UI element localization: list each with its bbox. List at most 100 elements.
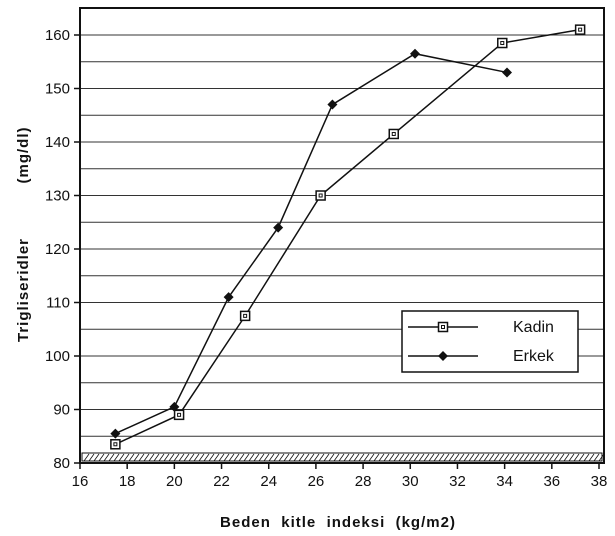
hatch-stroke — [93, 453, 100, 462]
hatch-stroke — [203, 453, 210, 462]
hatch-stroke — [548, 453, 555, 462]
y-axis-title: Trigliseridler — [15, 238, 32, 342]
y-tick-label: 100 — [45, 348, 70, 365]
hatch-stroke — [453, 453, 460, 462]
point-inner-kadin — [500, 41, 505, 46]
hatch-stroke — [508, 453, 515, 462]
point-erkek — [169, 401, 180, 412]
y-tick-label: 160 — [45, 27, 70, 44]
hatch-stroke — [138, 453, 145, 462]
y-ticks: 80 90 100 110 120 130 140 150 160 — [45, 27, 80, 472]
series-line-kadin — [115, 28, 581, 445]
x-tick-label: 24 — [260, 473, 277, 490]
hatch-stroke — [358, 453, 365, 462]
hatch-stroke — [413, 453, 420, 462]
hatch-stroke — [313, 453, 320, 462]
plot-frame — [79, 7, 605, 464]
hatch-stroke — [198, 453, 205, 462]
hatch-stroke — [438, 453, 445, 462]
hatch-stroke — [288, 453, 295, 462]
hatch-stroke — [303, 453, 310, 462]
x-tick-label: 28 — [355, 473, 372, 490]
hatch-stroke — [98, 453, 105, 462]
hatch-stroke — [373, 453, 380, 462]
legend-marker-erkek — [438, 351, 448, 361]
hatch-stroke — [513, 453, 520, 462]
hatch-stroke — [273, 453, 280, 462]
hatch-stroke — [333, 453, 340, 462]
hatch-stroke — [573, 453, 580, 462]
hatch-stroke — [518, 453, 525, 462]
hatch-stroke — [528, 453, 535, 462]
hatch-stroke — [318, 453, 325, 462]
y-tick-label: 120 — [45, 241, 70, 258]
hatch-stroke — [473, 453, 480, 462]
hatch-stroke — [293, 453, 300, 462]
hatch-stroke — [108, 453, 115, 462]
hatch-stroke — [223, 453, 230, 462]
y-axis-unit: (mg/dl) — [15, 127, 32, 184]
hatch-stroke — [328, 453, 335, 462]
hatch-stroke — [583, 453, 590, 462]
hatch-stroke — [463, 453, 470, 462]
hatch-stroke — [388, 453, 395, 462]
hatch-stroke — [298, 453, 305, 462]
hatch-stroke — [418, 453, 425, 462]
x-tick-label: 38 — [591, 473, 608, 490]
hatch-stroke — [443, 453, 450, 462]
hatch-stroke — [493, 453, 500, 462]
hatch-stroke — [353, 453, 360, 462]
point-erkek — [501, 67, 512, 78]
hatch-stroke — [153, 453, 160, 462]
baseline-hatching — [81, 452, 605, 462]
x-tick-label: 18 — [119, 473, 136, 490]
point-erkek — [110, 428, 121, 439]
hatch-stroke — [363, 453, 370, 462]
point-erkek — [327, 99, 338, 110]
hatch-stroke — [428, 453, 435, 462]
point-inner-kadin — [177, 412, 182, 417]
hatch-stroke — [578, 453, 585, 462]
hatch-stroke — [178, 453, 185, 462]
hatch-stroke — [143, 453, 150, 462]
hatch-stroke — [123, 453, 130, 462]
point-erkek — [273, 222, 284, 233]
hatch-stroke — [188, 453, 195, 462]
hatch-stroke — [433, 453, 440, 462]
x-tick-label: 34 — [496, 473, 513, 490]
hatch-stroke — [553, 453, 560, 462]
hatch-stroke — [338, 453, 345, 462]
point-inner-kadin — [391, 131, 396, 136]
hatch-stroke — [403, 453, 410, 462]
hatch-stroke — [398, 453, 405, 462]
hatch-stroke — [173, 453, 180, 462]
hatch-stroke — [523, 453, 530, 462]
series-lines — [110, 24, 586, 450]
hatch-stroke — [148, 453, 155, 462]
hatch-stroke — [478, 453, 485, 462]
hatch-stroke — [128, 453, 135, 462]
hatch-stroke — [268, 453, 275, 462]
x-tick-label: 36 — [543, 473, 560, 490]
x-tick-label: 16 — [72, 473, 89, 490]
hatch-stroke — [593, 453, 600, 462]
hatch-stroke — [133, 453, 140, 462]
hatch-stroke — [378, 453, 385, 462]
point-inner-kadin — [578, 27, 583, 32]
hatch-stroke — [558, 453, 565, 462]
hatch-stroke — [208, 453, 215, 462]
hatch-stroke — [263, 453, 270, 462]
hatch-stroke — [563, 453, 570, 462]
point-erkek — [409, 48, 420, 59]
point-erkek — [223, 292, 234, 303]
legend-label-kadin: Kadin — [513, 319, 554, 336]
hatch-stroke — [483, 453, 490, 462]
hatch-stroke — [103, 453, 110, 462]
legend-box — [401, 310, 579, 373]
hatch-stroke — [233, 453, 240, 462]
hatch-stroke — [248, 453, 255, 462]
hatch-stroke — [543, 453, 550, 462]
legend-label-erkek: Erkek — [513, 348, 555, 365]
hatch-stroke — [228, 453, 235, 462]
